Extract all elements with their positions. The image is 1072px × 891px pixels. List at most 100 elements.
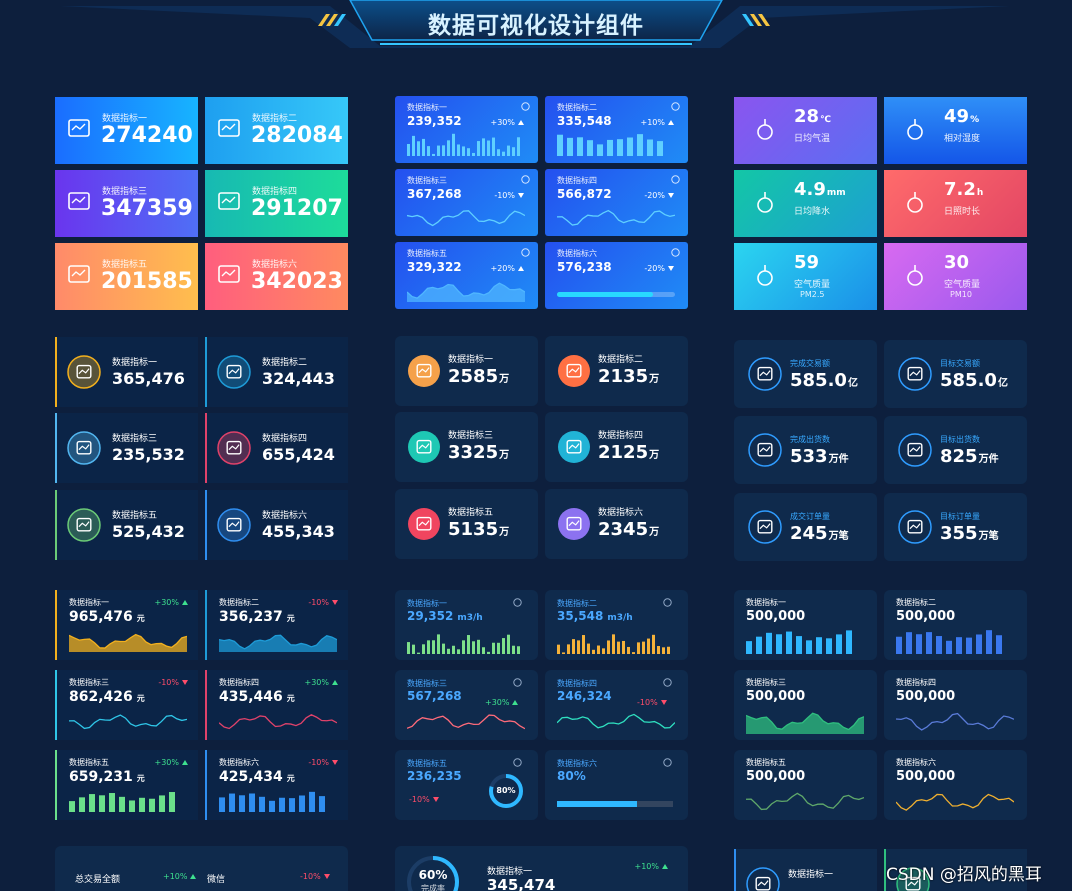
mini-bar <box>412 644 415 654</box>
change: -10% <box>300 872 330 881</box>
card-value: 585.0亿 <box>790 370 858 391</box>
card-unit: 亿 <box>847 378 858 389</box>
card-value: 500,000 <box>896 609 956 624</box>
icon <box>408 508 440 540</box>
card-unit: 万 <box>499 374 510 385</box>
mini-line <box>219 714 337 730</box>
gradient-card: 数据指标五 201585 <box>55 243 198 310</box>
icon-glyph <box>76 440 92 455</box>
card-label: 数据指标六 <box>557 759 597 768</box>
mini-bar <box>612 634 615 654</box>
mini-bar <box>642 641 645 654</box>
mini-line <box>407 210 525 227</box>
icon-glyph <box>907 366 923 381</box>
card-label: 完成出货数 <box>790 435 830 444</box>
card-value: 239,352 <box>407 114 462 128</box>
mini-bar <box>597 144 603 156</box>
card-value: 965,476 元 <box>69 609 145 625</box>
mini-bar <box>422 138 425 156</box>
mini-chart <box>896 630 1002 654</box>
mini-bar <box>139 797 145 812</box>
mini-bar <box>647 638 650 654</box>
icon-glyph <box>566 439 582 454</box>
icon-circle <box>898 433 932 467</box>
card-label: 数据指标三 <box>407 679 447 688</box>
mini-bar <box>89 794 95 812</box>
mini-bar <box>662 647 665 654</box>
card-label: 数据指标二 <box>252 114 298 124</box>
change: +10% <box>163 872 197 881</box>
mini-bar <box>657 646 660 654</box>
card-label: 数据指标五 <box>69 758 109 767</box>
mini-chart <box>557 713 675 729</box>
card-unit: 元 <box>286 614 295 623</box>
icon-glyph <box>566 516 582 531</box>
card-value: 35,548 m3/h <box>557 609 633 623</box>
mini-bar <box>592 649 595 654</box>
mini-bar <box>976 634 982 654</box>
card-value: 500,000 <box>746 609 806 624</box>
mini-chart <box>69 792 175 812</box>
wan-card: 2345万 数据指标六 <box>545 489 688 559</box>
icon-glyph <box>909 523 921 530</box>
mini-bar <box>512 147 515 156</box>
plain-card: 数据指标一 500,000 <box>734 590 877 660</box>
icon-glyph <box>568 443 580 450</box>
icon-glyph <box>909 446 921 453</box>
card-label: 数据指标三 <box>407 176 447 185</box>
icon <box>558 431 590 463</box>
wan-card: 2135万 数据指标二 <box>545 336 688 406</box>
card-unit: 元 <box>286 694 295 703</box>
card-unit: 万 <box>499 450 510 461</box>
icon-glyph <box>71 196 86 204</box>
icon <box>907 192 923 213</box>
weather-unit: mm <box>826 188 846 198</box>
mini-area <box>746 713 864 734</box>
mini-chart <box>557 634 670 654</box>
card-value: 3325万 <box>448 442 510 463</box>
card-label: 数据指标五 <box>448 508 494 518</box>
mini-bar <box>219 797 225 812</box>
icon-glyph <box>418 520 430 527</box>
icon-glyph <box>71 269 86 277</box>
card-value: 2345万 <box>598 519 660 540</box>
mini-bar <box>587 643 590 654</box>
icon-glyph <box>78 521 90 528</box>
mini-bar <box>99 795 105 812</box>
card-label: 数据指标四 <box>896 678 936 687</box>
icon-card: 数据指标六 455,343 <box>205 490 348 560</box>
mini-bar <box>557 134 563 156</box>
card-label: 数据指标四 <box>252 187 298 197</box>
icon <box>907 119 923 140</box>
info-icon <box>521 248 530 257</box>
card-value: 355万笔 <box>940 523 999 544</box>
mini-bar <box>487 651 490 654</box>
card-value: 576,238 <box>557 260 612 274</box>
mini-bar <box>472 152 475 156</box>
flow-card: 数据指标六 80% <box>545 750 688 820</box>
mini-bar <box>432 640 435 654</box>
target-card: 目标交易额 585.0亿 <box>884 340 1027 408</box>
mini-bar <box>457 144 460 156</box>
info-circle <box>663 598 672 607</box>
icon-card: 数据指标五 525,432 <box>55 490 198 560</box>
watermark: CSDN @招风的黑耳 <box>886 865 1042 885</box>
icon-glyph <box>907 880 919 887</box>
weather-label: 日均气温 <box>794 134 831 144</box>
card-label: 数据指标一 <box>102 114 148 124</box>
info-icon <box>513 678 522 687</box>
plain-card: 数据指标四 500,000 <box>884 670 1027 740</box>
mini-bar <box>916 634 922 654</box>
change-arrow <box>182 760 188 765</box>
trend-card: 数据指标二 335,548 +10% <box>545 96 688 163</box>
mini-bar <box>986 630 992 654</box>
info-circle <box>521 248 530 257</box>
weather-sub: PM10 <box>950 290 972 299</box>
card-label: 数据指标三 <box>746 678 786 687</box>
card-label: 数据指标四 <box>557 176 597 185</box>
card-label: 数据指标三 <box>102 187 148 197</box>
mini-area <box>69 634 187 652</box>
mini-bar <box>617 641 620 654</box>
mini-bar <box>607 139 613 156</box>
trend-card: 数据指标六 576,238 -20% <box>545 242 688 309</box>
